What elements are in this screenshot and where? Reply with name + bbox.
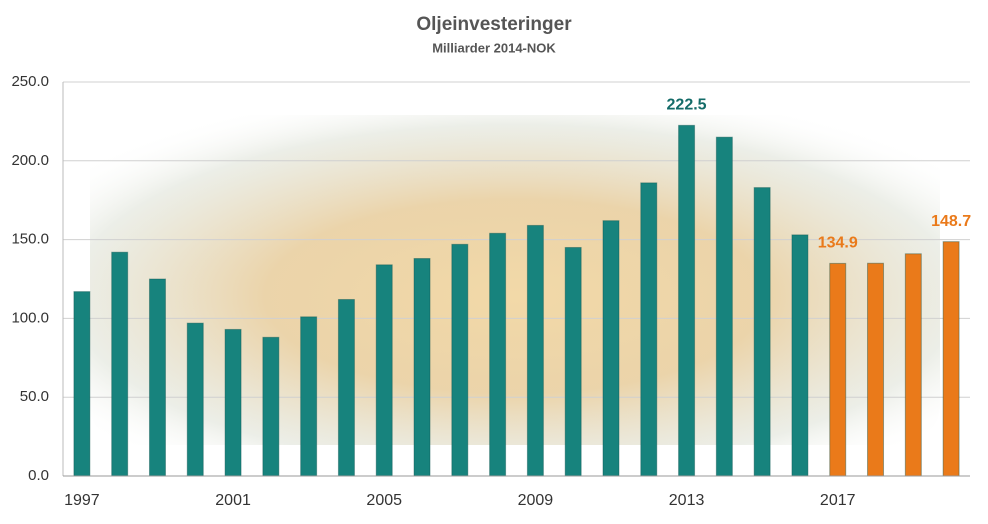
bar (148, 278, 166, 477)
y-tick-label: 250.0 (11, 73, 49, 90)
y-tick-label: 100.0 (11, 309, 49, 326)
x-tick-label: 1997 (64, 492, 100, 509)
bar (526, 224, 544, 477)
bar (224, 328, 242, 477)
y-tick-label: 200.0 (11, 152, 49, 169)
bar (300, 316, 318, 477)
y-tick-label: 50.0 (20, 388, 49, 405)
data-label: 134.9 (818, 235, 858, 252)
bar (867, 262, 885, 477)
y-tick-label: 150.0 (11, 231, 49, 248)
bar (337, 298, 355, 477)
bar (375, 264, 393, 477)
bar (262, 336, 280, 477)
chart-subtitle: Milliarder 2014-NOK (432, 40, 556, 55)
data-label: 222.5 (667, 97, 707, 114)
bar (791, 234, 809, 477)
bar (678, 124, 696, 477)
bar (753, 187, 771, 477)
bar (640, 182, 658, 477)
bar (73, 291, 91, 477)
bar (715, 136, 733, 477)
x-tick-label: 2005 (366, 492, 402, 509)
bar (942, 241, 960, 477)
x-tick-label: 2009 (518, 492, 554, 509)
x-tick-label: 2013 (669, 492, 705, 509)
bar (489, 232, 507, 477)
bar (904, 253, 922, 477)
bar (602, 220, 620, 477)
bar (413, 258, 431, 477)
y-tick-label: 0.0 (28, 467, 49, 484)
bar (186, 322, 204, 477)
bar (564, 246, 582, 477)
x-tick-label: 2017 (820, 492, 856, 509)
background-image (90, 115, 940, 445)
chart-title: Oljeinvesteringer (416, 14, 572, 35)
data-label: 148.7 (931, 213, 971, 230)
bar (829, 262, 847, 477)
bar (111, 251, 129, 477)
x-tick-label: 2001 (215, 492, 251, 509)
bar (451, 243, 469, 477)
